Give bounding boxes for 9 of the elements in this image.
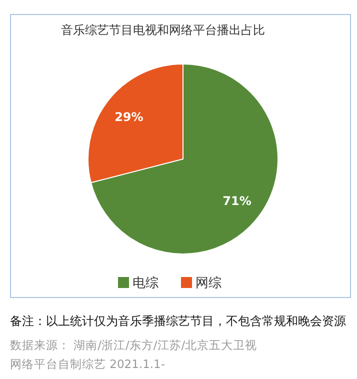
text: 备注：以上统计仅为音乐季播综艺节目，不包含常规和晚会资源 [10, 313, 346, 330]
text: 网络平台自制综艺 2021.1.1- [10, 357, 166, 372]
legend-label: 电综 [132, 276, 158, 291]
source-note: 数据来源： 湖南/浙江/东方/江苏/北京五大卫视 [10, 338, 258, 353]
pie-slice [90, 64, 278, 254]
data-label: 71% [222, 194, 252, 208]
legend-label: 网综 [196, 276, 222, 291]
data-label: 29% [114, 110, 144, 124]
chart-title: 音乐综艺节目电视和网络平台播出占比 [61, 22, 265, 39]
